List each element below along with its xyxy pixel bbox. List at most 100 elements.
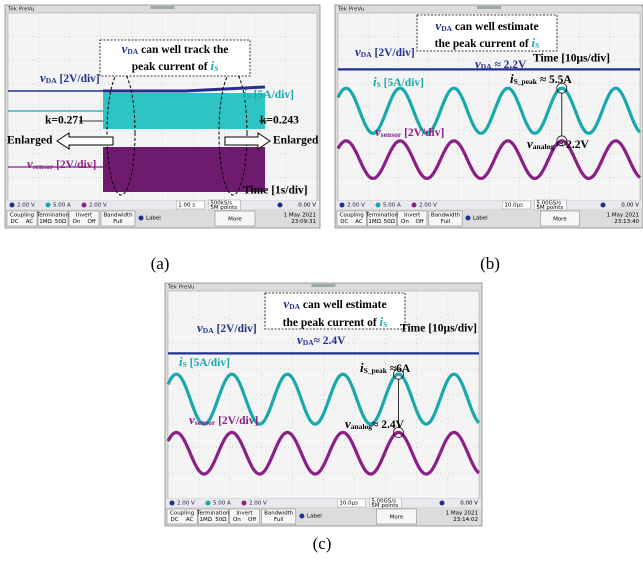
channel-badge [46, 203, 51, 208]
channel-badge [82, 203, 87, 208]
annotation-part: ≈ 2.4V [372, 419, 405, 431]
timebase: 1.00 s [178, 203, 195, 209]
annotation-part: sensor [33, 162, 54, 171]
annotation-part: peak current of [132, 61, 211, 73]
scope-panel: Tek PreVu vDA can well track the peak curr… [5, 5, 320, 228]
annotation: Time [10μs/div] [400, 323, 477, 335]
annotation-part: [2V/div] [215, 415, 258, 427]
trigger-level: 0.00 V [460, 501, 478, 507]
menu-title: Invert [76, 213, 93, 219]
annotation: Time [10μs/div] [533, 53, 610, 65]
menu-option: 50Ω [384, 219, 395, 225]
menu-option: Label [146, 216, 161, 222]
trigger-level: 0.00 V [298, 203, 316, 209]
annotation-part: can well track the [138, 44, 228, 56]
channel-badge [170, 501, 175, 506]
menu-title: Bandwidth [431, 213, 461, 219]
channel-scale: 5.00 A [213, 501, 231, 507]
clock: 23:14:02 [453, 517, 478, 523]
annotation-part: [2V/div] [372, 47, 415, 59]
menu-title: Invert [404, 213, 421, 219]
is-band [103, 93, 265, 129]
channel-badge [340, 203, 345, 208]
channel-badge [278, 203, 283, 208]
annotation-part: [2V/div] [57, 73, 100, 85]
clock: 23:13:40 [614, 219, 639, 225]
menu-title: Coupling [170, 511, 194, 517]
annotation: the peak current of iS [283, 314, 388, 329]
annotation: k=0.243 [260, 115, 299, 127]
annotation-part: DA [481, 62, 492, 71]
annotation-part: DA [203, 326, 214, 335]
channel-scale: 2.00 V [347, 203, 365, 209]
menu-option: More [553, 217, 567, 223]
channel-badge [376, 203, 381, 208]
record-length: 5M points [536, 205, 563, 211]
timebase: 10.0μs [339, 501, 358, 507]
annotation-part: the peak current of [283, 317, 380, 329]
timebase: 10.0μs [504, 203, 523, 209]
menu-option: More [228, 217, 242, 223]
menu-option: On [233, 517, 241, 523]
menu-option: Off [416, 219, 424, 225]
menu-title: Coupling [340, 213, 364, 219]
scope-header: Tek PreVu [167, 285, 194, 291]
menu-option: 1MΩ [368, 219, 380, 225]
channel-badge [242, 501, 247, 506]
annotation-part: ≈6A [387, 363, 411, 375]
annotation-part: analog [351, 422, 373, 431]
annotation-part: [5A/div] [381, 77, 424, 89]
annotation: vDA can well track the [122, 41, 229, 56]
menu-title: Termination [36, 213, 70, 219]
date: 1 May 2021 [446, 511, 478, 517]
annotation-part: [2V/div] [53, 159, 96, 171]
annotation-part: S [535, 41, 539, 50]
panel-label: (a) [151, 254, 170, 273]
clock: 23:09:31 [291, 219, 316, 225]
menu-option: On [401, 219, 409, 225]
annotation: Time [1s/div] [243, 185, 308, 197]
menu-title: Invert [236, 511, 253, 517]
menu-title: Termination [196, 511, 230, 517]
annotation-part: DA [46, 76, 57, 85]
annotation-part: [5A/div] [251, 89, 294, 101]
annotation-part: [2V/div] [401, 127, 444, 139]
menu-title: Coupling [10, 213, 34, 219]
menu-option: DC [10, 219, 18, 225]
menu-option: AC [355, 219, 363, 225]
channel-scale: 2.00 V [17, 203, 35, 209]
channel-scale: 5.00 A [383, 203, 401, 209]
channel-scale: 5.00 A [53, 203, 71, 209]
channel-scale: 2.00 V [419, 203, 437, 209]
date: 1 May 2021 [284, 213, 316, 219]
annotation-part: can well estimate [452, 21, 539, 33]
annotation-part: the peak current of [435, 38, 532, 50]
menu-title: Bandwidth [103, 213, 133, 219]
label-icon [139, 216, 144, 221]
channel-scale: 2.00 V [249, 501, 267, 507]
annotation-part: DA [127, 47, 138, 56]
channel-badge [440, 501, 445, 506]
channel-badge [10, 203, 15, 208]
annotation-part: S [214, 64, 218, 73]
menu-option: Full [113, 219, 123, 225]
scope-header: Tek PreVu [7, 7, 34, 13]
menu-option: 1MΩ [200, 517, 212, 523]
annotation-part: S_peak [514, 77, 538, 86]
menu-title: Termination [365, 213, 399, 219]
status-bar [336, 201, 642, 209]
menu-title: Bandwidth [264, 511, 294, 517]
annotation: iS [5A/div] [373, 74, 424, 89]
menu-option: 50Ω [215, 517, 226, 523]
annotation-part: DA [289, 302, 300, 311]
annotation-part: [2V/div] [214, 323, 257, 335]
menu-option: AC [26, 219, 34, 225]
annotation: Enlarged [273, 135, 319, 147]
channel-scale: 2.00 V [89, 203, 107, 209]
annotation-part: ≈ 5.5A [537, 74, 572, 86]
annotation: iS [5A/div] [179, 354, 230, 369]
annotation: the peak current of iS [435, 35, 540, 50]
figure: Tek PreVu vDA can well track the peak curr… [0, 0, 643, 561]
menu-option: Label [473, 216, 488, 222]
